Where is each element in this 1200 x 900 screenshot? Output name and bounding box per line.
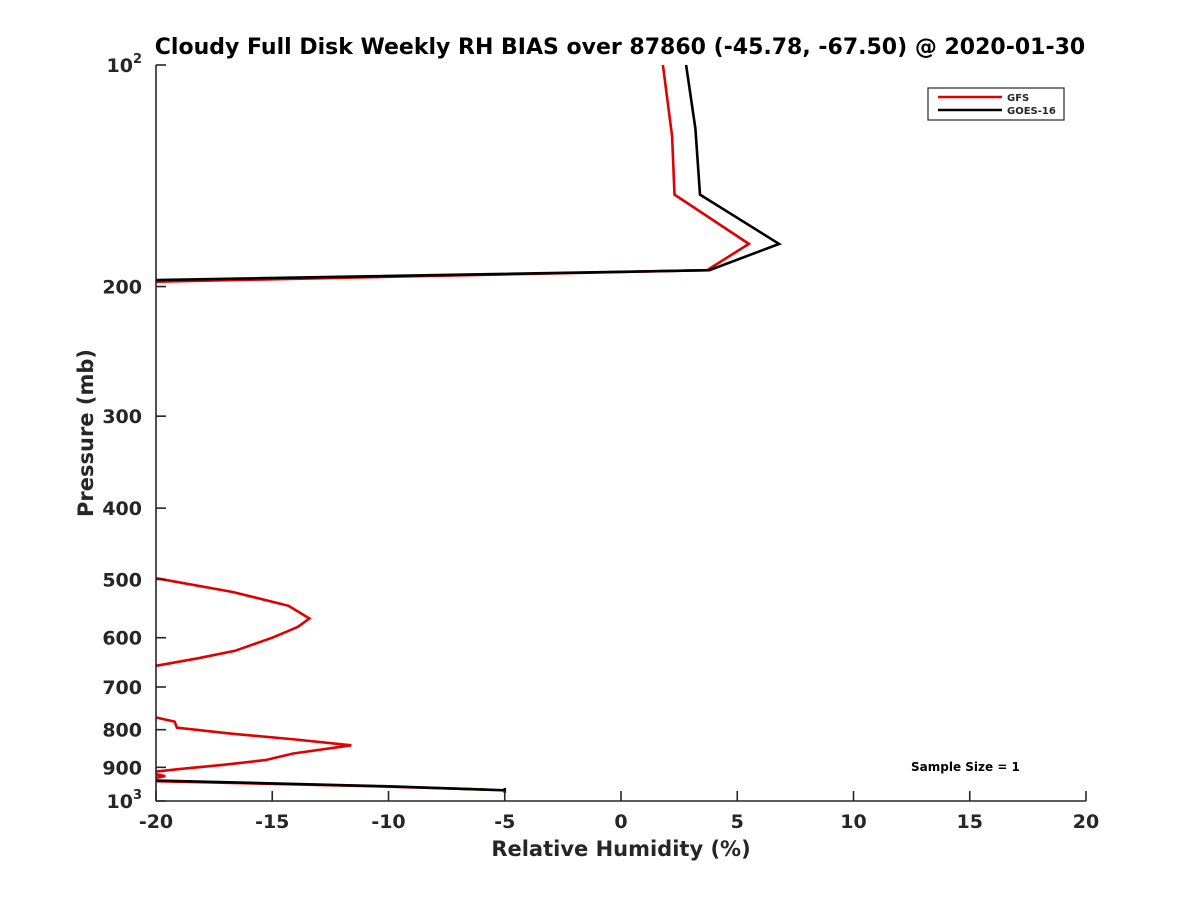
legend: GFS GOES-16 [927, 87, 1065, 121]
chart-title: Cloudy Full Disk Weekly RH BIAS over 878… [155, 35, 1085, 60]
legend-label-goes16: GOES-16 [1007, 106, 1056, 117]
x-tick-label: 0 [614, 811, 627, 833]
x-tick-label: -15 [255, 811, 289, 833]
y-tick-label-base: 200 [102, 277, 142, 299]
legend-label-gfs: GFS [1007, 93, 1029, 104]
y-tick-label: 103 [107, 788, 143, 813]
y-tick-label-base: 600 [102, 628, 142, 650]
y-tick-label: 200 [102, 277, 142, 299]
y-tick-label-base: 800 [102, 720, 142, 742]
series-line-goes16-segment-0 [155, 64, 783, 282]
x-tick-label: 10 [840, 811, 866, 833]
x-tick-label: -5 [494, 811, 515, 833]
x-axis-ticks: -20 -15 -10 -5 0 5 10 15 20 [139, 791, 1099, 833]
legend-box [927, 87, 1065, 121]
y-tick-label: 800 [102, 720, 142, 742]
y-tick-label: 300 [102, 406, 142, 428]
x-tick-label: -10 [371, 811, 405, 833]
x-tick-label: 5 [731, 811, 744, 833]
y-tick-label-base: 400 [102, 498, 142, 520]
series-line-gfs-segment-2 [155, 716, 352, 773]
y-tick-label-base: 500 [102, 569, 142, 591]
x-tick-label: 15 [957, 811, 983, 833]
y-tick-label: 700 [102, 677, 142, 699]
x-tick-label: 20 [1073, 811, 1099, 833]
y-axis-label: Pressure (mb) [74, 349, 98, 517]
series-layer [155, 64, 783, 793]
x-tick-label: -20 [139, 811, 173, 833]
y-tick-label: 900 [102, 757, 142, 779]
y-tick-label: 500 [102, 569, 142, 591]
y-tick-label: 102 [107, 52, 143, 77]
series-line-gfs-segment-0 [155, 64, 752, 283]
y-tick-label-exponent: 2 [133, 52, 142, 67]
sample-size-annotation: Sample Size = 1 [911, 760, 1020, 774]
y-tick-label: 400 [102, 498, 142, 520]
y-tick-label-exponent: 3 [133, 788, 142, 803]
y-tick-label: 600 [102, 628, 142, 650]
y-tick-label-base: 10 [107, 55, 133, 77]
y-tick-label-base: 700 [102, 677, 142, 699]
y-tick-label-base: 300 [102, 406, 142, 428]
y-tick-label-base: 900 [102, 757, 142, 779]
x-axis-label: Relative Humidity (%) [491, 837, 750, 861]
series-line-goes16-segment-1 [155, 779, 505, 792]
y-tick-label-base: 10 [107, 791, 133, 813]
series-line-gfs-segment-1 [155, 576, 312, 668]
series-line-gfs-segment-3 [155, 773, 166, 780]
